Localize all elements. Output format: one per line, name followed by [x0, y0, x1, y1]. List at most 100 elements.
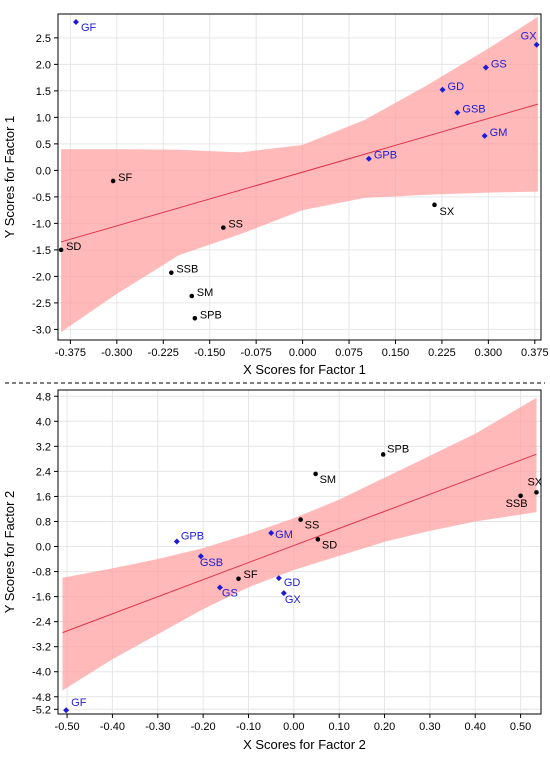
y-tick-label: 0.5	[36, 139, 51, 151]
y-tick-label: -4.0	[32, 667, 51, 679]
point-marker	[280, 590, 287, 597]
point-label: SX	[439, 206, 454, 218]
x-tick-label: 0.225	[428, 347, 456, 359]
point-marker	[432, 202, 437, 208]
point-marker	[454, 109, 461, 116]
point-marker	[275, 575, 282, 582]
point-label: GM	[490, 127, 508, 139]
x-tick-label: -0.50	[55, 721, 80, 733]
fit-line	[62, 453, 537, 634]
fit-line	[60, 103, 539, 243]
point-marker	[197, 553, 204, 560]
point-marker	[63, 707, 70, 714]
y-tick-label: 1.5	[36, 86, 51, 98]
point-marker	[481, 132, 488, 139]
point-label: SF	[244, 569, 258, 581]
y-tick-label: -5.2	[32, 704, 51, 716]
x-tick-label: -0.075	[241, 347, 272, 359]
point-label: SX	[527, 476, 542, 488]
point-marker	[380, 452, 386, 457]
point-marker	[221, 225, 226, 230]
point-marker	[315, 537, 321, 542]
y-tick-label: 3.2	[36, 441, 51, 453]
point-label: SM	[197, 287, 214, 299]
x-axis-title: X Scores for Factor 1	[243, 362, 366, 377]
point-marker	[216, 584, 223, 591]
point-marker	[298, 517, 303, 522]
y-tick-label: 2.0	[36, 59, 51, 71]
point-label: GS	[491, 59, 507, 71]
point-label: GX	[285, 594, 302, 606]
y-tick-label: 2.5	[36, 33, 51, 45]
point-marker	[482, 64, 489, 71]
y-tick-label: 0.0	[36, 165, 51, 177]
y-tick-label: 1.0	[36, 112, 51, 124]
point-label: SD	[322, 539, 337, 551]
x-tick-label: 0.40	[465, 721, 486, 733]
point-label: GSB	[200, 557, 223, 569]
point-label: SM	[320, 474, 337, 486]
point-label: SS	[305, 520, 320, 532]
x-tick-label: -0.40	[100, 721, 125, 733]
point-marker	[365, 155, 372, 162]
point-marker	[189, 293, 195, 299]
point-marker	[534, 490, 539, 495]
x-tick-label: -0.30	[145, 721, 170, 733]
y-tick-label: 4.8	[36, 391, 51, 403]
point-marker	[268, 530, 275, 537]
y-tick-label: 2.4	[36, 466, 51, 478]
confidence-band	[62, 397, 537, 691]
plot-frame	[57, 389, 542, 715]
point-label: SD	[66, 241, 81, 253]
point-label: GD	[284, 577, 301, 589]
x-tick-label: 0.000	[289, 347, 317, 359]
panel-factor-1: -0.375 -0.300 -0.225 -0.150 -0.075 0.000 0.075…	[2, 13, 549, 377]
x-tick-label: -0.20	[191, 721, 216, 733]
point-label: GPB	[374, 150, 397, 162]
x-tick-label: -0.225	[148, 347, 179, 359]
y-tick-label: 0.8	[36, 516, 51, 528]
y-tick-label: -3.0	[32, 324, 51, 336]
point-marker	[313, 471, 318, 477]
x-tick-label: 0.300	[475, 347, 503, 359]
y-tick-label: -0.5	[32, 192, 51, 204]
x-tick-label: -0.150	[194, 347, 225, 359]
point-label: GX	[521, 31, 538, 43]
x-tick-label: 0.00	[283, 721, 304, 733]
point-marker	[192, 315, 198, 321]
y-tick-label: -2.0	[32, 271, 51, 283]
point-label: SSB	[176, 264, 198, 276]
point-label: GD	[448, 81, 465, 93]
x-axis-title: X Scores for Factor 2	[243, 737, 366, 752]
point-marker	[72, 18, 79, 25]
point-label: GF	[71, 697, 87, 709]
point-marker	[533, 41, 540, 48]
point-label: SPB	[200, 309, 222, 321]
point-label: GF	[81, 22, 97, 34]
y-tick-label: -0.8	[32, 567, 51, 579]
point-label: SS	[228, 219, 243, 231]
point-marker	[518, 493, 523, 499]
x-tick-label: 0.375	[521, 347, 549, 359]
y-tick-label: -2.5	[32, 298, 51, 310]
y-axis-title: Y Scores for Factor 1	[2, 116, 17, 239]
y-tick-label: 0.0	[36, 542, 51, 554]
x-tick-label: 0.10	[328, 721, 349, 733]
point-label: SF	[118, 172, 132, 184]
point-marker	[169, 270, 174, 275]
x-tick-label: 0.150	[382, 347, 410, 359]
x-tick-label: -0.300	[101, 347, 132, 359]
point-marker	[58, 247, 64, 253]
x-tick-label: -0.375	[55, 347, 86, 359]
y-tick-label: -2.4	[32, 617, 51, 629]
point-label: SSB	[506, 498, 528, 510]
x-tick-label: 0.50	[510, 721, 531, 733]
point-label: GSB	[462, 104, 485, 116]
point-label: GM	[275, 529, 293, 541]
x-tick-label: 0.30	[419, 721, 440, 733]
point-label: SPB	[387, 443, 409, 455]
y-tick-label: 4.0	[36, 416, 51, 428]
y-tick-label: -3.2	[32, 642, 51, 654]
x-tick-label: 0.075	[335, 347, 363, 359]
